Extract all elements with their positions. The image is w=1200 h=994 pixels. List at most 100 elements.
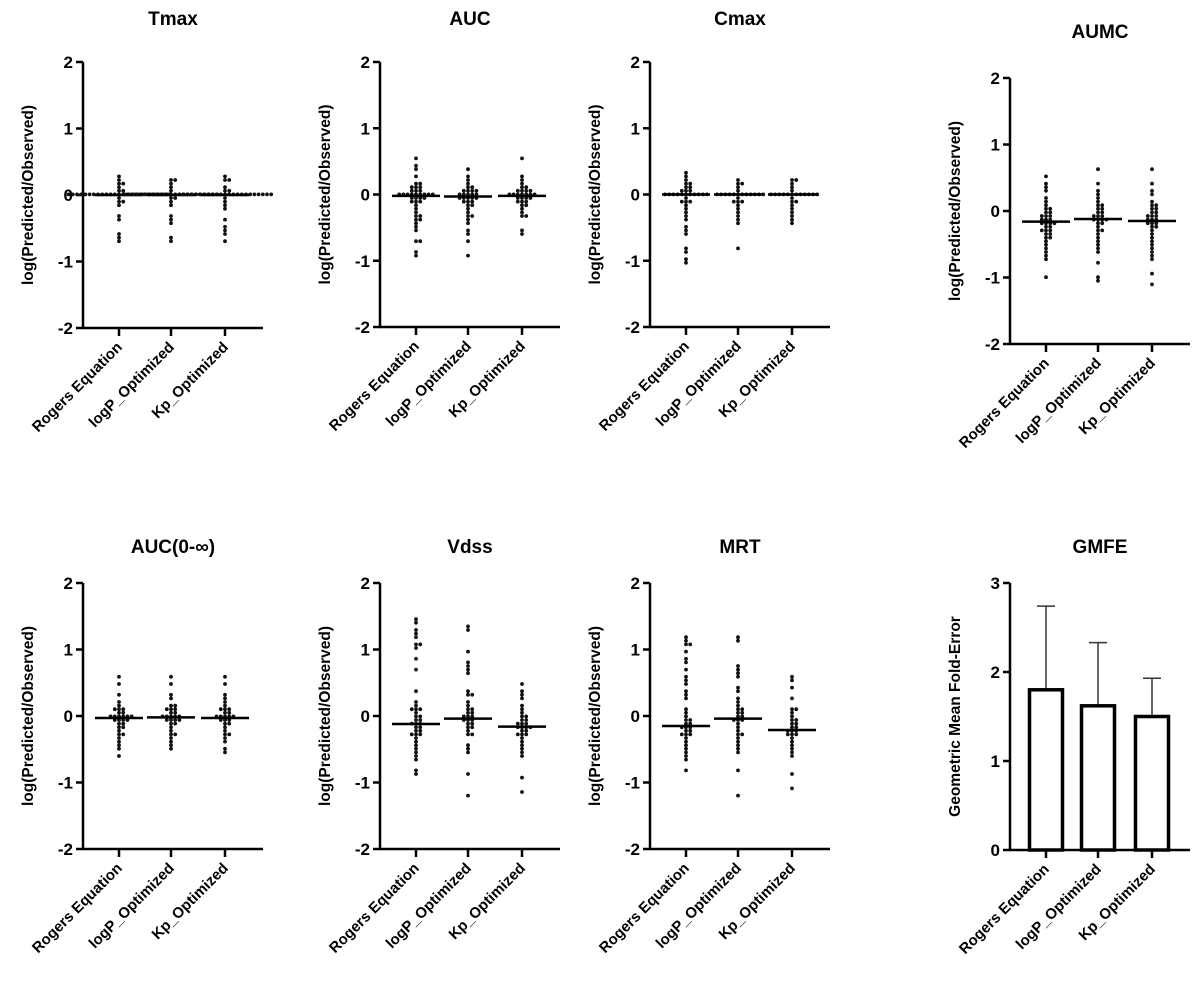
series-0 — [392, 156, 440, 258]
data-point — [169, 743, 173, 748]
data-point — [684, 718, 688, 722]
data-point — [524, 185, 529, 190]
series-2 — [498, 156, 546, 236]
data-point — [177, 718, 182, 722]
data-point — [466, 232, 470, 236]
series-1 — [122, 178, 220, 244]
data-point — [761, 192, 766, 197]
data-point — [466, 725, 470, 730]
data-point — [223, 217, 227, 222]
data-point — [1150, 199, 1154, 204]
data-point — [736, 736, 740, 740]
x-tick-label: Rogers Equation — [326, 338, 423, 435]
data-point — [736, 728, 740, 733]
data-point — [736, 246, 740, 251]
data-point — [121, 188, 126, 193]
data-point — [164, 718, 169, 722]
data-point — [684, 174, 688, 179]
panel-auc: AUC log(Predicted/Observed) 2 1 0 -1 -2Rogers … — [317, 9, 560, 435]
data-point — [736, 685, 740, 690]
data-point — [524, 714, 529, 719]
y-axis-label: log(Predicted/Observed) — [20, 626, 37, 806]
data-point — [169, 221, 173, 226]
panel-title: AUC — [449, 9, 490, 30]
x-tick-label: Rogers Equation — [326, 860, 423, 957]
y-axis-label: log(Predicted/Observed) — [20, 105, 37, 285]
data-point — [414, 628, 418, 632]
y-tick-label: 2 — [991, 663, 1000, 682]
data-point — [223, 721, 227, 726]
data-point — [736, 700, 740, 704]
data-point — [265, 192, 269, 197]
data-point — [790, 199, 794, 204]
y-tick-label: 0 — [631, 707, 640, 726]
data-point — [173, 718, 178, 722]
data-point — [1096, 214, 1100, 218]
data-point — [169, 239, 173, 244]
data-point — [1048, 235, 1053, 240]
data-point — [470, 185, 475, 190]
data-point — [414, 714, 418, 719]
data-point — [117, 235, 121, 240]
data-point — [223, 228, 227, 233]
data-point — [121, 199, 126, 204]
data-point — [418, 181, 423, 186]
data-point — [409, 199, 414, 204]
series-1 — [147, 674, 195, 751]
data-point — [1100, 206, 1105, 211]
data-point — [117, 239, 121, 244]
data-point — [790, 746, 794, 751]
data-point — [173, 732, 178, 737]
data-point — [790, 181, 794, 186]
y-tick-label: 1 — [361, 641, 370, 660]
data-point — [173, 196, 178, 200]
data-point — [520, 746, 524, 751]
data-point — [169, 199, 173, 204]
data-point — [1150, 235, 1154, 240]
data-point — [1048, 210, 1053, 215]
data-point — [418, 239, 423, 244]
data-point — [414, 250, 418, 254]
data-point — [790, 217, 794, 222]
data-point — [684, 678, 688, 683]
data-point — [790, 739, 794, 744]
data-point — [117, 174, 121, 179]
data-point — [223, 203, 227, 208]
data-point — [223, 707, 227, 712]
data-point — [679, 732, 684, 737]
data-point — [520, 739, 524, 744]
data-point — [790, 188, 794, 193]
data-point — [139, 192, 144, 197]
data-point — [1044, 224, 1048, 229]
data-point — [736, 178, 740, 182]
data-point — [520, 689, 524, 694]
panel-title: Tmax — [148, 9, 198, 30]
data-point — [169, 235, 173, 240]
data-point — [227, 707, 232, 712]
data-point — [684, 728, 688, 733]
data-point — [169, 674, 173, 679]
data-point — [414, 224, 418, 229]
y-tick-label: 0 — [631, 186, 640, 205]
data-point — [1150, 210, 1154, 215]
data-point — [117, 754, 121, 758]
data-point — [414, 754, 418, 758]
data-point — [466, 660, 470, 665]
data-point — [223, 736, 227, 740]
x-tick-label: Rogers Equation — [29, 860, 126, 957]
data-point — [414, 757, 418, 762]
data-point — [466, 203, 470, 208]
data-point — [684, 754, 688, 758]
data-point — [223, 746, 227, 751]
data-point — [684, 660, 688, 665]
data-point — [740, 732, 745, 737]
data-point — [470, 710, 475, 715]
data-point — [790, 786, 794, 791]
data-point — [790, 750, 794, 755]
data-point — [1044, 210, 1048, 215]
data-point — [520, 721, 524, 726]
data-point — [173, 178, 178, 182]
data-point — [1150, 224, 1154, 229]
series-2 — [498, 682, 546, 794]
data-point — [223, 188, 227, 193]
